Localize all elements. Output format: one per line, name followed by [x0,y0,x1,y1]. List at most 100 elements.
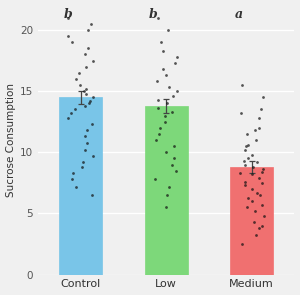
Point [169,109,174,114]
Point [260,223,265,228]
Point [259,203,264,207]
Point [90,95,95,100]
Point [66,15,71,20]
Point [158,125,162,130]
Point [245,195,250,200]
Point [70,40,75,45]
Point [171,94,176,99]
Point [164,205,168,210]
Point [82,134,87,139]
Point [174,55,179,59]
Point [257,226,262,230]
Point [258,193,262,197]
Point [90,154,95,158]
Point [163,119,168,124]
Point [243,179,248,184]
Point [160,67,165,71]
Point [82,89,87,94]
Point [164,101,169,106]
Point [258,107,263,112]
Point [261,95,266,100]
Point [156,15,161,20]
Point [84,91,89,96]
Point [159,40,164,45]
Point [66,34,71,38]
Point [89,193,94,197]
Point [244,132,249,136]
Point [80,165,85,169]
Point [73,107,78,112]
Point [245,205,250,210]
Point [253,128,257,133]
Point [238,171,242,176]
Point [242,158,246,163]
Point [85,128,89,133]
Point [242,148,247,152]
Point [169,162,174,167]
Point [84,86,88,91]
Point [256,125,261,130]
Point [245,142,250,147]
Point [155,106,160,111]
Point [261,214,266,218]
Point [239,111,244,116]
Point [240,242,244,246]
Point [86,28,91,32]
Point [257,176,262,180]
Point [173,61,178,65]
Point [85,140,89,145]
Point [254,233,259,238]
Point [81,160,85,164]
Point [74,77,79,81]
Point [74,184,78,189]
Point [164,193,169,197]
Point [83,52,88,57]
Y-axis label: Sucrose Consumption: Sucrose Consumption [6,83,16,197]
Point [167,85,171,90]
Bar [59,97,102,275]
Point [153,138,158,142]
Point [246,156,251,161]
Point [66,116,70,120]
Point [164,73,168,78]
Point [249,187,254,191]
Point [255,190,260,195]
Point [91,58,96,63]
Point [68,111,73,116]
Point [249,153,254,157]
Point [256,116,261,120]
Point [251,220,256,224]
Point [174,168,179,173]
Point [261,167,266,172]
Point [253,209,257,213]
Point [239,83,244,87]
Point [249,199,254,204]
Point [82,104,87,108]
Point [86,46,91,51]
Point [166,28,170,32]
Point [90,122,95,127]
Point [70,177,75,181]
Point [244,144,249,149]
Point [166,184,171,189]
Text: b: b [149,8,158,21]
Point [77,83,82,87]
Text: a: a [235,8,243,21]
Point [175,89,179,94]
Point [250,165,255,169]
Point [157,132,161,136]
Point [161,48,166,53]
Point [163,113,167,118]
Point [84,64,89,69]
Point [172,144,176,149]
Point [260,181,264,185]
Point [255,160,260,164]
Point [260,170,265,174]
Bar [145,106,188,275]
Point [88,99,93,103]
Bar [230,167,273,275]
Point [152,177,157,181]
Point [164,150,169,155]
Point [77,71,82,75]
Point [155,79,160,84]
